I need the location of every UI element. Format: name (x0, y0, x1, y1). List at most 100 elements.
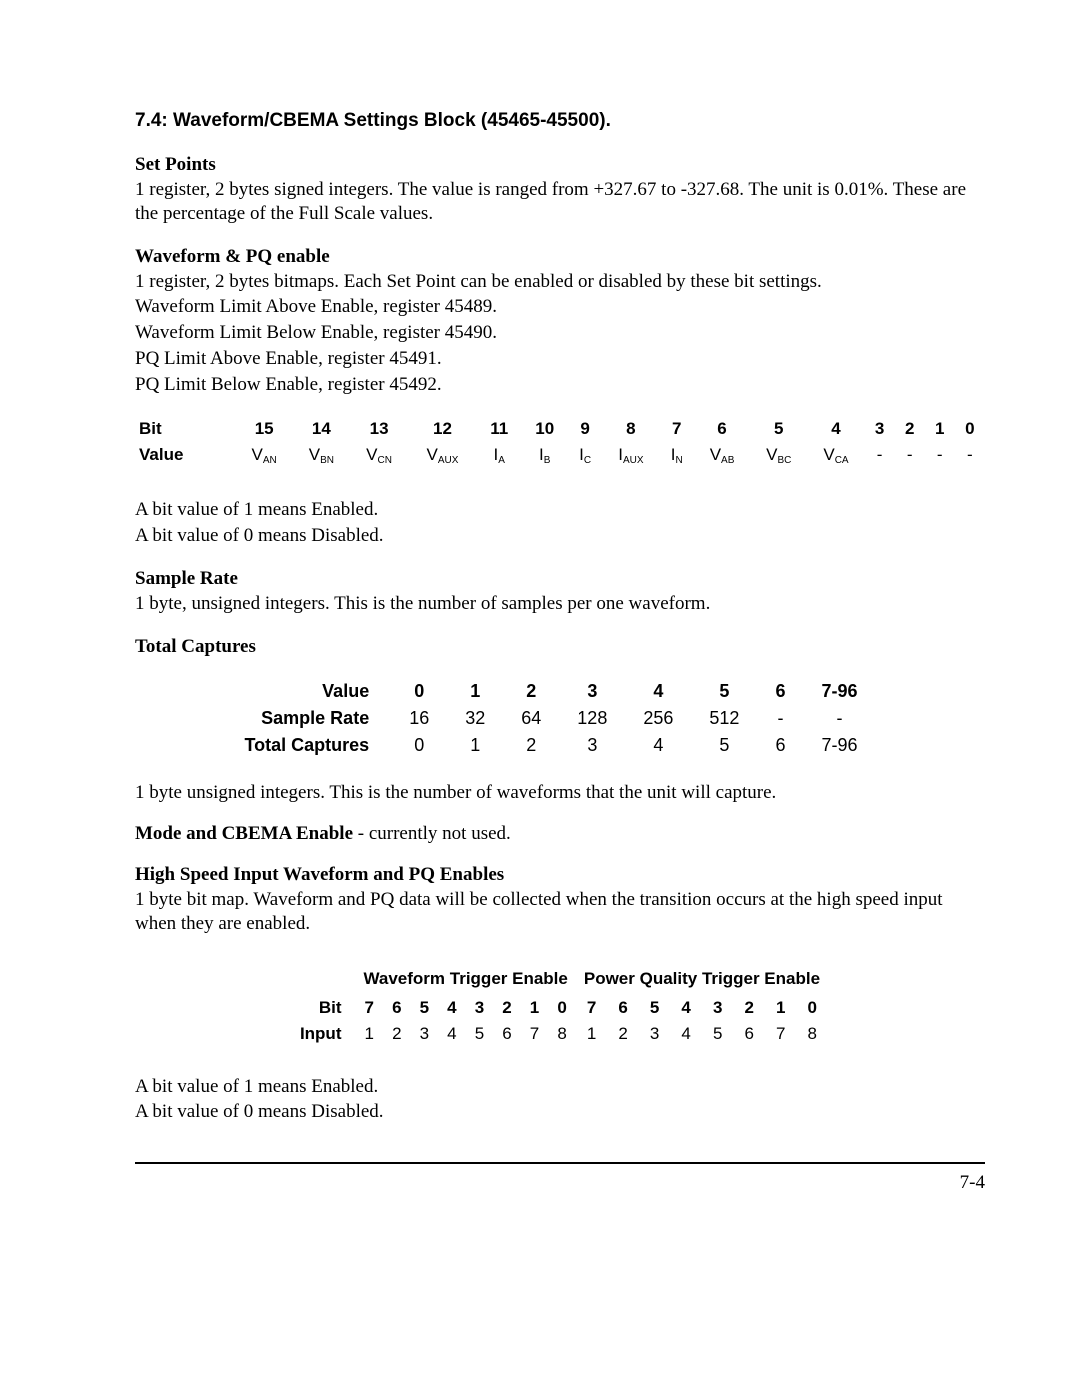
trig-cell: 4 (438, 995, 466, 1021)
bit-row-label: Bit (135, 416, 236, 442)
set-points-heading: Set Points (135, 154, 985, 176)
bit-meaning-enabled: A bit value of 1 means Enabled. (135, 498, 985, 522)
value-cell: - (895, 442, 925, 468)
bit-meaning-enabled: A bit value of 1 means Enabled. (135, 1075, 985, 1099)
high-speed-heading: High Speed Input Waveform and PQ Enables (135, 864, 985, 886)
table-row: Input 1 2 3 4 5 6 7 8 1 2 3 4 5 6 7 8 (292, 1021, 828, 1047)
value-row-label: Value (135, 442, 236, 468)
waveform-pq-line: PQ Limit Above Enable, register 45491. (135, 347, 985, 371)
bit-cell: 5 (750, 416, 807, 442)
value-cell: VBC (750, 442, 807, 468)
trig-cell: 2 (607, 1021, 639, 1047)
trigger-enable-table: Waveform Trigger Enable Power Quality Tr… (292, 966, 828, 1047)
value-cell: VAB (694, 442, 750, 468)
waveform-pq-line: PQ Limit Below Enable, register 45492. (135, 373, 985, 397)
bit-cell: 10 (522, 416, 568, 442)
trig-cell: 7 (576, 995, 608, 1021)
rate-cell: 3 (559, 732, 625, 759)
input-row-label: Input (292, 1021, 356, 1047)
value-cell: IC (568, 442, 602, 468)
trig-cell: 3 (639, 1021, 671, 1047)
trig-cell: 6 (493, 1021, 521, 1047)
bit-cell: 13 (350, 416, 408, 442)
rate-cell: 512 (691, 705, 757, 732)
total-captures-heading: Total Captures (135, 636, 985, 658)
rate-cell: 16 (391, 705, 447, 732)
waveform-trigger-group: Waveform Trigger Enable (355, 966, 575, 995)
trig-cell: 5 (466, 1021, 494, 1047)
value-cell: VCN (350, 442, 408, 468)
mode-cbema-bold: Mode and CBEMA Enable (135, 823, 353, 844)
rate-cell: 6 (757, 678, 803, 705)
section-title: 7.4: Waveform/CBEMA Settings Block (4546… (135, 110, 985, 132)
rate-cell: - (757, 705, 803, 732)
table-row: Bit 15 14 13 12 11 10 9 8 7 6 5 4 3 2 1 … (135, 416, 985, 442)
trig-cell: 2 (383, 1021, 411, 1047)
sample-rate-text: 1 byte, unsigned integers. This is the n… (135, 592, 985, 616)
value-cell: IN (660, 442, 694, 468)
trig-cell: 4 (438, 1021, 466, 1047)
value-cell: IB (522, 442, 568, 468)
high-speed-text: 1 byte bit map. Waveform and PQ data wil… (135, 888, 985, 936)
bit-cell: 3 (865, 416, 895, 442)
rate-cell: 1 (447, 732, 503, 759)
table-row: Sample Rate 16 32 64 128 256 512 - - (245, 705, 876, 732)
bit-cell: 12 (408, 416, 477, 442)
sample-rate-heading: Sample Rate (135, 568, 985, 590)
waveform-pq-line: Waveform Limit Below Enable, register 45… (135, 321, 985, 345)
bit-row-label: Bit (292, 995, 356, 1021)
bit-meaning-disabled: A bit value of 0 means Disabled. (135, 524, 985, 548)
rate-cell: 32 (447, 705, 503, 732)
rate-cell: 0 (391, 678, 447, 705)
rate-cell: 7-96 (803, 732, 875, 759)
rate-cell: 2 (503, 678, 559, 705)
value-cell: - (865, 442, 895, 468)
trig-cell: 7 (765, 1021, 797, 1047)
trig-cell: 6 (607, 995, 639, 1021)
trig-cell: 5 (411, 995, 439, 1021)
rate-cell: 64 (503, 705, 559, 732)
bit-cell: 11 (477, 416, 522, 442)
bit-meaning-disabled: A bit value of 0 means Disabled. (135, 1100, 985, 1124)
value-cell: VAUX (408, 442, 477, 468)
total-captures-row-label: Total Captures (245, 732, 392, 759)
trig-cell: 1 (521, 995, 549, 1021)
value-row-label: Value (245, 678, 392, 705)
rate-cell: 7-96 (803, 678, 875, 705)
pq-trigger-group: Power Quality Trigger Enable (576, 966, 828, 995)
bit-cell: 6 (694, 416, 750, 442)
rate-cell: 6 (757, 732, 803, 759)
table-row: Value 0 1 2 3 4 5 6 7-96 (245, 678, 876, 705)
rate-cell: 5 (691, 678, 757, 705)
trig-cell: 1 (576, 1021, 608, 1047)
trig-cell: 0 (548, 995, 576, 1021)
rate-cell: 256 (625, 705, 691, 732)
table-row: Bit 7 6 5 4 3 2 1 0 7 6 5 4 3 2 1 0 (292, 995, 828, 1021)
bit-cell: 7 (660, 416, 694, 442)
trig-cell: 4 (670, 1021, 702, 1047)
bit-cell: 15 (236, 416, 293, 442)
bit-cell: 14 (293, 416, 350, 442)
rate-cell: 5 (691, 732, 757, 759)
value-cell: VCA (807, 442, 864, 468)
rate-cell: 128 (559, 705, 625, 732)
trig-cell: 5 (639, 995, 671, 1021)
trig-cell: 3 (702, 995, 734, 1021)
bit-value-table: Bit 15 14 13 12 11 10 9 8 7 6 5 4 3 2 1 … (135, 416, 985, 468)
waveform-pq-line: 1 register, 2 bytes bitmaps. Each Set Po… (135, 270, 985, 294)
trig-cell: 6 (733, 1021, 765, 1047)
value-cell: VBN (293, 442, 350, 468)
bit-cell: 9 (568, 416, 602, 442)
trig-cell: 8 (548, 1021, 576, 1047)
value-cell: VAN (236, 442, 293, 468)
rate-cell: 4 (625, 732, 691, 759)
total-captures-note: 1 byte unsigned integers. This is the nu… (135, 781, 985, 805)
trig-cell: 0 (796, 995, 828, 1021)
bit-cell: 0 (955, 416, 985, 442)
value-cell: - (925, 442, 955, 468)
table-row: Value VANVBNVCNVAUXIAIBICIAUXINVABVBCVCA… (135, 442, 985, 468)
bit-cell: 8 (602, 416, 659, 442)
sample-rate-table: Value 0 1 2 3 4 5 6 7-96 Sample Rate 16 … (245, 678, 876, 759)
trig-cell: 6 (383, 995, 411, 1021)
bit-cell: 1 (925, 416, 955, 442)
